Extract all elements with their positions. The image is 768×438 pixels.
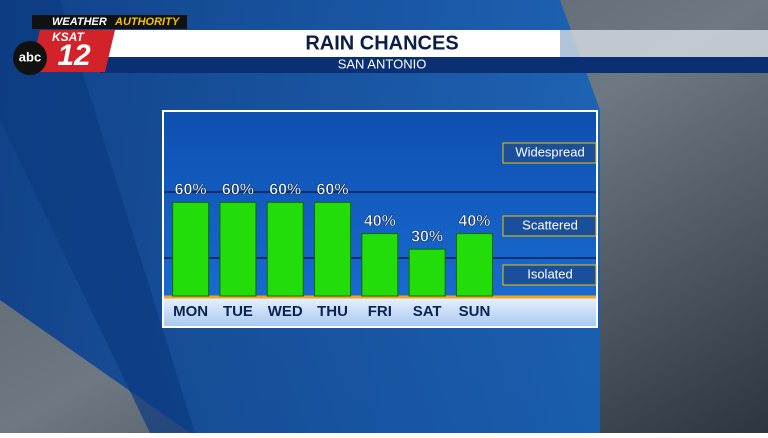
x-tick-label: WED	[268, 303, 303, 320]
tagline-weather: WEATHER	[52, 16, 107, 28]
title-banner	[100, 30, 560, 57]
station-logo-bg	[30, 30, 115, 72]
category-strip	[164, 297, 596, 326]
value-label: 60%	[175, 182, 207, 199]
level-tag	[502, 215, 597, 237]
subtitle-banner	[100, 57, 768, 73]
bar	[172, 201, 210, 297]
network-logo	[13, 41, 47, 75]
value-label: 30%	[411, 228, 443, 245]
bar	[314, 201, 352, 297]
bar	[266, 201, 304, 297]
bar	[361, 233, 399, 297]
value-label: 60%	[269, 182, 301, 199]
chart-title: RAIN CHANCES	[305, 32, 458, 54]
station-name: KSAT	[52, 30, 85, 44]
value-label: 60%	[317, 182, 349, 199]
chart-subtitle: SAN ANTONIO	[338, 56, 427, 71]
network-name: abc	[19, 49, 41, 64]
level-label: Scattered	[522, 217, 578, 232]
bar	[455, 233, 493, 297]
tagline-authority: AUTHORITY	[114, 16, 181, 28]
tagline-bg	[32, 15, 187, 29]
level-label: Isolated	[527, 266, 573, 281]
x-tick-label: FRI	[368, 303, 392, 320]
x-tick-label: MON	[173, 303, 208, 320]
bar	[219, 201, 257, 297]
level-label: Widespread	[515, 144, 584, 159]
x-tick-label: SUN	[459, 303, 491, 320]
x-tick-label: SAT	[413, 303, 442, 320]
x-tick-label: THU	[317, 303, 348, 320]
level-tag	[502, 142, 597, 164]
stripe	[0, 0, 195, 433]
value-label: 60%	[222, 182, 254, 199]
value-label: 40%	[458, 213, 490, 230]
channel-number: 12	[57, 39, 91, 72]
banner-tail	[560, 30, 768, 57]
value-label: 40%	[364, 213, 396, 230]
bar	[408, 248, 446, 297]
x-tick-label: TUE	[223, 303, 253, 320]
level-tag	[502, 264, 597, 286]
